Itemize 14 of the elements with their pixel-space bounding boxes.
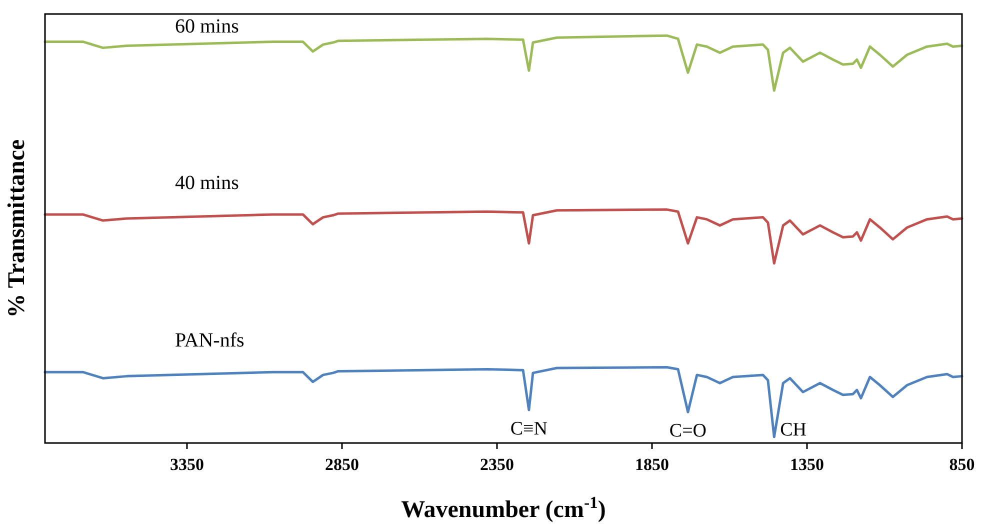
x-tick-label: 1850 (634, 455, 669, 474)
x-tick-label: 2350 (480, 455, 514, 474)
series-label: 40 mins (175, 172, 240, 194)
y-axis-title: % Transmittance (4, 138, 30, 318)
series-label: PAN-nfs (175, 330, 244, 352)
annotation: C=O (669, 420, 707, 442)
x-tick-label: 2850 (324, 455, 359, 474)
x-tick-label: 1350 (790, 455, 824, 474)
annotation: C≡N (510, 418, 548, 440)
x-tick-label: 3350 (170, 455, 204, 474)
x-axis-title: Wavenumber (cm$^{-1}$) (401, 492, 606, 523)
series-label: 60 mins (175, 16, 240, 38)
x-tick-label: 850 (949, 455, 975, 474)
annotation: CH (780, 419, 807, 440)
